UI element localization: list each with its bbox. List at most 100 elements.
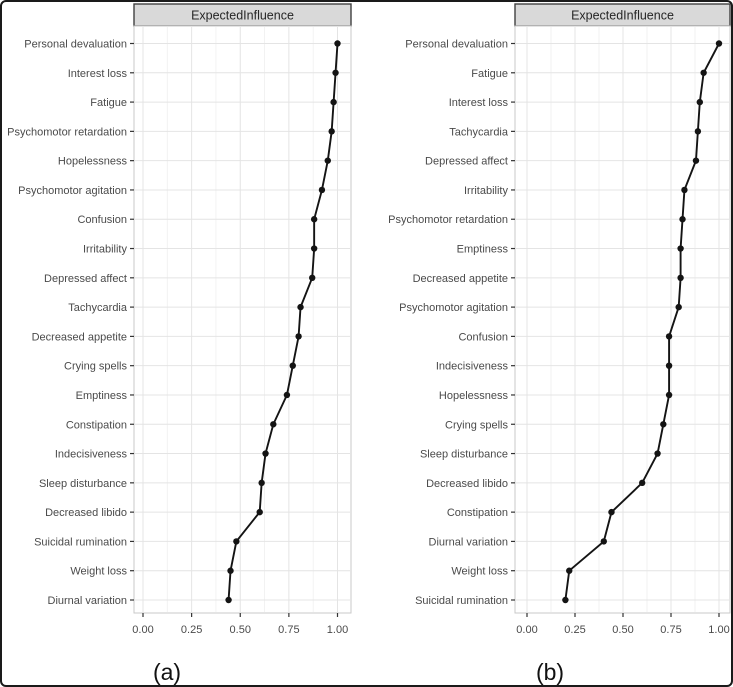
y-axis-label: Decreased appetite (413, 273, 508, 285)
y-axis-label: Fatigue (471, 68, 508, 80)
y-axis-label: Depressed affect (425, 156, 508, 168)
data-point (295, 333, 302, 340)
data-point (289, 362, 296, 369)
data-point (600, 538, 607, 545)
data-series (562, 40, 723, 604)
y-axis-label: Tachycardia (68, 302, 128, 314)
data-point (677, 245, 684, 252)
data-point (639, 479, 646, 487)
data-point (694, 128, 702, 135)
x-axis-label: 0.00 (132, 624, 153, 636)
y-axis: Personal devaluation Fatigue Interest loss… (388, 39, 515, 607)
data-point (665, 333, 673, 340)
data-point (681, 186, 688, 194)
y-axis-label: Hopelessness (58, 156, 128, 168)
plot-panel (133, 25, 352, 614)
data-point (310, 245, 318, 252)
data-point (258, 479, 265, 487)
y-axis-label: Indecisiveness (436, 361, 509, 373)
x-axis-label: 0.50 (612, 624, 633, 636)
data-point (692, 157, 700, 164)
data-point (665, 391, 673, 399)
y-axis-label: Confusion (77, 214, 127, 226)
data-point (566, 567, 573, 574)
data-point (283, 391, 291, 399)
data-point (696, 98, 703, 106)
x-axis-label: 1.00 (327, 624, 348, 636)
data-point (256, 508, 263, 516)
y-axis-label: Weight loss (451, 566, 508, 578)
facet-strip: ExpectedInfluence (133, 3, 352, 27)
y-axis-label: Confusion (458, 331, 508, 343)
y-axis-label: Irritability (464, 185, 509, 197)
panel-b: ExpectedInfluence Personal devaluation Fa… (388, 3, 731, 685)
data-point (715, 40, 723, 47)
y-axis-label: Indecisiveness (55, 449, 128, 461)
x-axis: 0.00 0.25 0.50 0.75 1.00 (516, 613, 730, 636)
data-point (675, 303, 682, 311)
x-axis-label: 0.50 (230, 624, 251, 636)
y-axis-label: Personal devaluation (405, 39, 508, 51)
y-axis-label: Sleep disturbance (39, 478, 127, 490)
data-point (310, 216, 318, 223)
y-axis-label: Suicidal rumination (415, 595, 508, 607)
panel-a: ExpectedInfluence Personal devaluation In… (7, 3, 352, 685)
data-point (660, 421, 667, 428)
y-axis: Personal devaluation Interest loss Fatigue… (7, 39, 134, 607)
data-point (225, 596, 232, 604)
data-point (654, 450, 661, 457)
data-point (608, 508, 615, 516)
y-axis-label: Interest loss (449, 97, 509, 109)
data-point (330, 98, 337, 106)
x-axis-label: 0.00 (516, 624, 537, 636)
x-axis-label: 0.25 (564, 624, 585, 636)
y-axis-label: Decreased libido (45, 507, 127, 519)
y-axis-label: Suicidal rumination (34, 536, 127, 548)
data-point (334, 40, 341, 47)
y-axis-label: Depressed affect (44, 273, 127, 285)
y-axis-label: Hopelessness (439, 390, 509, 402)
data-point (233, 538, 240, 545)
y-axis-label: Diurnal variation (48, 595, 127, 607)
data-point (332, 69, 339, 76)
y-axis-label: Sleep disturbance (420, 449, 508, 461)
facet-strip-title: ExpectedInfluence (191, 9, 294, 23)
data-point (700, 69, 707, 76)
series-line (564, 43, 720, 601)
data-point (324, 157, 331, 164)
y-axis-label: Constipation (447, 507, 508, 519)
x-axis-label: 1.00 (708, 624, 729, 636)
y-axis-label: Irritability (83, 244, 128, 256)
data-point (677, 274, 684, 282)
y-axis-label: Personal devaluation (24, 39, 127, 51)
y-axis-label: Psychomotor retardation (388, 214, 508, 226)
series-line (227, 43, 339, 601)
y-axis-label: Weight loss (70, 566, 127, 578)
facet-strip-title: ExpectedInfluence (571, 9, 674, 23)
y-axis-label: Constipation (66, 419, 127, 431)
y-axis-label: Fatigue (90, 97, 127, 109)
data-point (665, 362, 673, 369)
y-axis-label: Emptiness (76, 390, 128, 402)
data-point (309, 274, 316, 282)
x-axis: 0.00 0.25 0.50 0.75 1.00 (132, 613, 348, 636)
x-axis-label: 0.75 (278, 624, 299, 636)
y-axis-label: Decreased libido (426, 478, 508, 490)
caption-a: (a) (153, 659, 181, 685)
y-axis-label: Psychomotor retardation (7, 126, 127, 138)
data-point (679, 216, 686, 223)
facet-strip: ExpectedInfluence (514, 3, 731, 27)
y-axis-label: Interest loss (68, 68, 128, 80)
gridlines (135, 27, 350, 612)
y-axis-label: Decreased appetite (32, 331, 127, 343)
y-axis-label: Crying spells (64, 361, 127, 373)
data-point (227, 567, 234, 574)
data-point (318, 186, 326, 194)
x-axis-label: 0.75 (660, 624, 681, 636)
data-point (297, 303, 304, 311)
data-point (562, 596, 569, 604)
data-point (270, 421, 277, 428)
y-axis-label: Psychomotor agitation (18, 185, 127, 197)
caption-b: (b) (536, 659, 564, 685)
